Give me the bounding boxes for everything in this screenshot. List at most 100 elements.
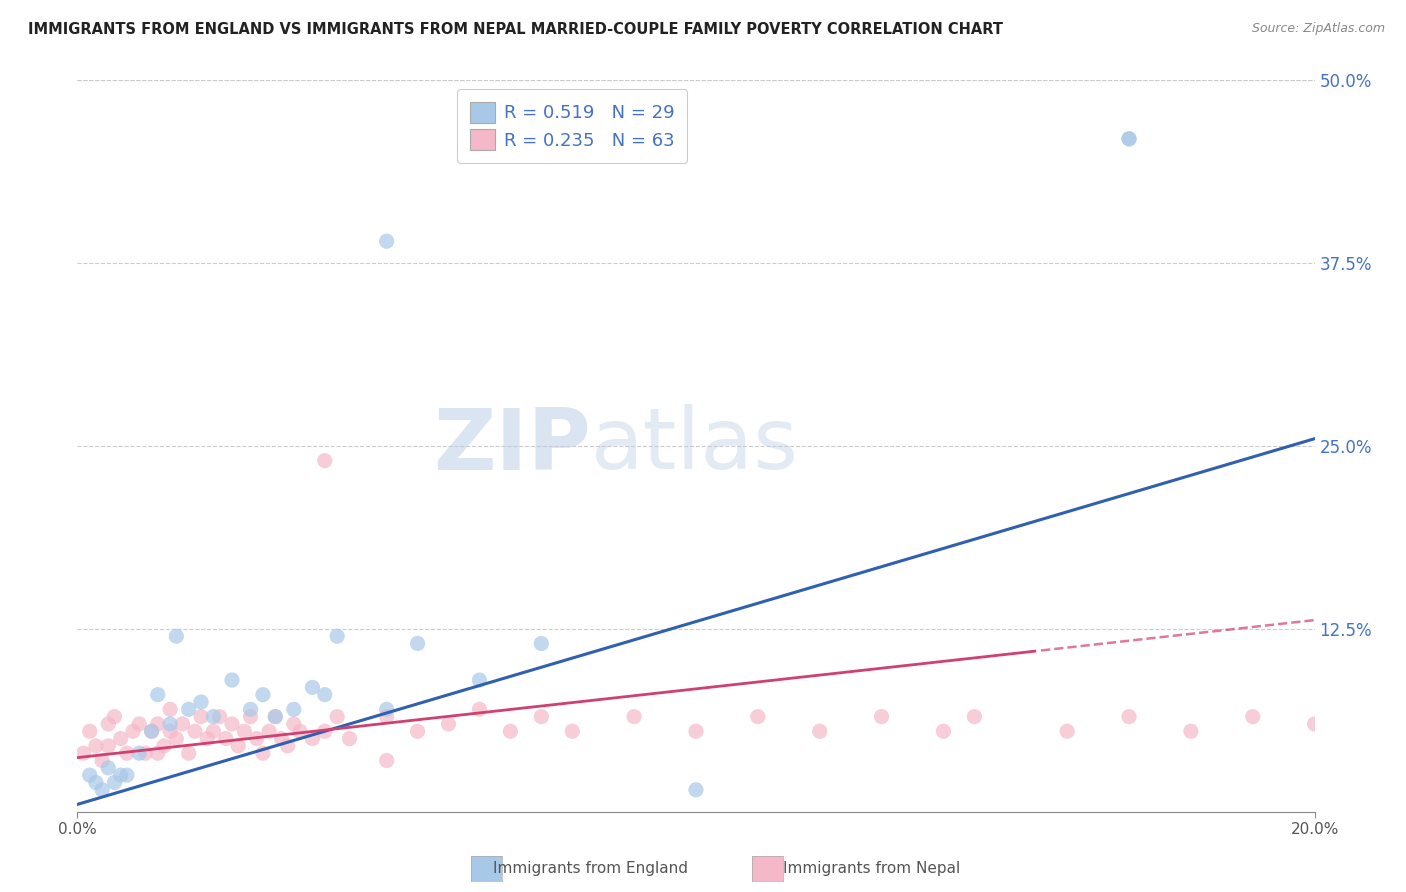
Point bbox=[314, 688, 336, 702]
Point bbox=[97, 761, 120, 775]
Point bbox=[339, 731, 361, 746]
Point bbox=[468, 702, 491, 716]
Point bbox=[1241, 709, 1264, 723]
Point bbox=[146, 688, 169, 702]
Point bbox=[252, 746, 274, 760]
Point bbox=[1118, 132, 1140, 146]
Text: atlas: atlas bbox=[591, 404, 799, 488]
Point bbox=[288, 724, 311, 739]
Point bbox=[685, 782, 707, 797]
Point bbox=[530, 636, 553, 650]
Point bbox=[685, 724, 707, 739]
Point bbox=[97, 717, 120, 731]
Point bbox=[808, 724, 831, 739]
Point bbox=[159, 724, 181, 739]
Point bbox=[134, 746, 156, 760]
Point bbox=[84, 775, 107, 789]
Point bbox=[375, 234, 398, 248]
Point bbox=[97, 739, 120, 753]
Point bbox=[72, 746, 94, 760]
Point bbox=[202, 709, 225, 723]
Point bbox=[146, 717, 169, 731]
Point bbox=[270, 731, 292, 746]
Point bbox=[159, 702, 181, 716]
Point bbox=[264, 709, 287, 723]
Point bbox=[165, 731, 187, 746]
Point bbox=[246, 731, 269, 746]
Point bbox=[115, 746, 138, 760]
Point bbox=[177, 702, 200, 716]
Point bbox=[110, 731, 132, 746]
Point bbox=[115, 768, 138, 782]
Point bbox=[437, 717, 460, 731]
Point bbox=[110, 768, 132, 782]
Point bbox=[932, 724, 955, 739]
Point bbox=[221, 673, 243, 687]
Point bbox=[264, 709, 287, 723]
Point bbox=[84, 739, 107, 753]
Point bbox=[314, 724, 336, 739]
Text: IMMIGRANTS FROM ENGLAND VS IMMIGRANTS FROM NEPAL MARRIED-COUPLE FAMILY POVERTY C: IMMIGRANTS FROM ENGLAND VS IMMIGRANTS FR… bbox=[28, 22, 1002, 37]
Point bbox=[128, 717, 150, 731]
Point bbox=[283, 717, 305, 731]
Point bbox=[202, 724, 225, 739]
Point bbox=[177, 746, 200, 760]
Legend: R = 0.519   N = 29, R = 0.235   N = 63: R = 0.519 N = 29, R = 0.235 N = 63 bbox=[457, 89, 688, 162]
Point bbox=[190, 709, 212, 723]
Point bbox=[252, 688, 274, 702]
Text: Immigrants from England: Immigrants from England bbox=[494, 861, 688, 876]
Point bbox=[190, 695, 212, 709]
Point bbox=[1303, 717, 1326, 731]
Point bbox=[623, 709, 645, 723]
Point bbox=[233, 724, 256, 739]
Point bbox=[128, 746, 150, 760]
Point bbox=[870, 709, 893, 723]
Point bbox=[277, 739, 299, 753]
Point bbox=[375, 754, 398, 768]
Point bbox=[747, 709, 769, 723]
Point bbox=[208, 709, 231, 723]
Point bbox=[239, 702, 262, 716]
Point bbox=[184, 724, 207, 739]
Point bbox=[226, 739, 249, 753]
Point bbox=[301, 681, 323, 695]
Point bbox=[468, 673, 491, 687]
Point bbox=[79, 768, 101, 782]
Point bbox=[141, 724, 163, 739]
Point bbox=[141, 724, 163, 739]
Point bbox=[195, 731, 218, 746]
Point bbox=[406, 724, 429, 739]
Point bbox=[499, 724, 522, 739]
Point bbox=[122, 724, 145, 739]
Point bbox=[79, 724, 101, 739]
Point bbox=[257, 724, 280, 739]
Point bbox=[215, 731, 238, 746]
Point bbox=[153, 739, 176, 753]
Point bbox=[239, 709, 262, 723]
Text: ZIP: ZIP bbox=[433, 404, 591, 488]
Point bbox=[283, 702, 305, 716]
Point bbox=[159, 717, 181, 731]
Point bbox=[165, 629, 187, 643]
Point bbox=[146, 746, 169, 760]
Point bbox=[301, 731, 323, 746]
Point bbox=[91, 754, 114, 768]
Point bbox=[103, 709, 125, 723]
Point bbox=[530, 709, 553, 723]
Point bbox=[1118, 132, 1140, 146]
Point bbox=[314, 453, 336, 467]
Point bbox=[406, 636, 429, 650]
Point bbox=[326, 629, 349, 643]
Point bbox=[375, 709, 398, 723]
Point bbox=[375, 702, 398, 716]
Point bbox=[1056, 724, 1078, 739]
Point bbox=[221, 717, 243, 731]
Point bbox=[963, 709, 986, 723]
Text: Immigrants from Nepal: Immigrants from Nepal bbox=[783, 861, 960, 876]
Point bbox=[326, 709, 349, 723]
Point bbox=[1180, 724, 1202, 739]
Point bbox=[172, 717, 194, 731]
Point bbox=[91, 782, 114, 797]
Point bbox=[1118, 709, 1140, 723]
Text: Source: ZipAtlas.com: Source: ZipAtlas.com bbox=[1251, 22, 1385, 36]
